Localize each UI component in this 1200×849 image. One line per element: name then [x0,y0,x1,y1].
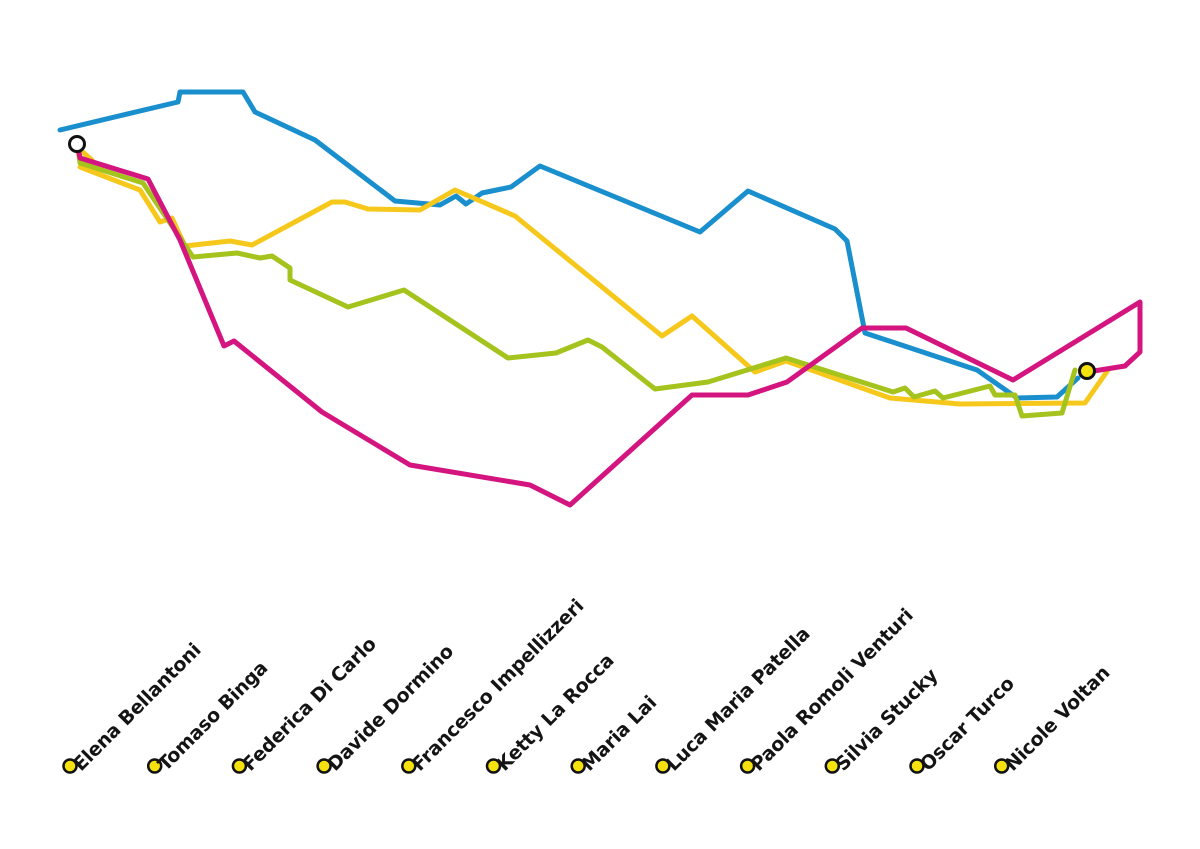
artist-dot-icon [570,758,586,774]
route-markers [68,135,1096,380]
artist-dot-icon [739,758,756,774]
end-marker-icon [1078,362,1096,380]
artist-dot-icon [993,758,1010,774]
artist-item: Maria Lai [570,692,661,776]
artist-name: Maria Lai [577,692,661,776]
artist-name: Luca Maria Patella [662,623,815,776]
artist-dot-icon [316,758,332,774]
artist-name: Nicole Voltan [1001,662,1115,776]
artist-dot-icon [231,758,248,774]
artist-dot-icon [401,758,417,774]
start-marker-icon [68,135,86,153]
routes [57,89,1143,508]
artist-name: Francesco Impellizzeri [408,595,588,775]
artist-dot-icon [909,758,925,774]
yellow-route [75,145,1111,407]
green-route [75,145,1078,419]
artist-item: Luca Maria Patella [655,623,815,776]
artist-dot-icon [62,758,78,774]
artist-item: Francesco Impellizzeri [401,595,588,776]
blue-route [57,89,1081,401]
artist-dot-icon [824,758,841,774]
artist-dot-icon [485,758,502,774]
artist-dot-icon [655,758,671,774]
artist-name: Paola Romoli Venturi [747,604,918,775]
artist-dot-icon [146,758,163,774]
artist-item: Nicole Voltan [993,662,1115,776]
magenta-route [75,145,1143,508]
artist-item: Paola Romoli Venturi [739,604,918,776]
